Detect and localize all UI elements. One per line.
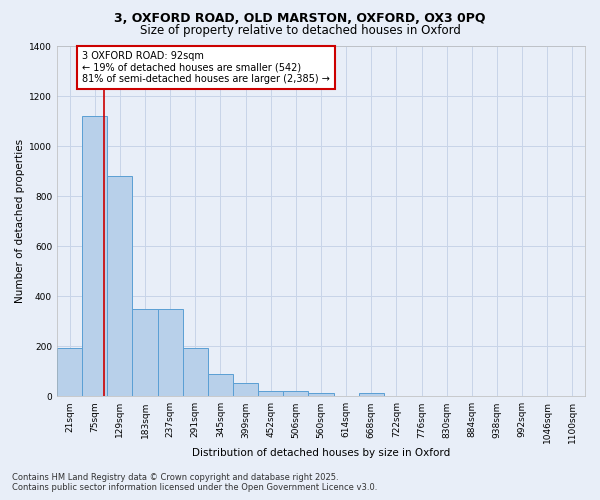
Bar bbox=[208, 374, 233, 396]
Text: Contains HM Land Registry data © Crown copyright and database right 2025.
Contai: Contains HM Land Registry data © Crown c… bbox=[12, 473, 377, 492]
Text: Size of property relative to detached houses in Oxford: Size of property relative to detached ho… bbox=[140, 24, 460, 37]
Bar bbox=[82, 116, 107, 396]
Y-axis label: Number of detached properties: Number of detached properties bbox=[15, 139, 25, 303]
Bar bbox=[308, 392, 334, 396]
X-axis label: Distribution of detached houses by size in Oxford: Distribution of detached houses by size … bbox=[192, 448, 450, 458]
Bar bbox=[258, 391, 283, 396]
Bar bbox=[158, 309, 183, 396]
Bar bbox=[107, 176, 133, 396]
Bar bbox=[183, 348, 208, 397]
Text: 3, OXFORD ROAD, OLD MARSTON, OXFORD, OX3 0PQ: 3, OXFORD ROAD, OLD MARSTON, OXFORD, OX3… bbox=[114, 12, 486, 26]
Text: 3 OXFORD ROAD: 92sqm
← 19% of detached houses are smaller (542)
81% of semi-deta: 3 OXFORD ROAD: 92sqm ← 19% of detached h… bbox=[82, 51, 330, 84]
Bar bbox=[359, 392, 384, 396]
Bar bbox=[283, 392, 308, 396]
Bar bbox=[233, 382, 258, 396]
Bar bbox=[133, 309, 158, 396]
Bar bbox=[57, 348, 82, 397]
